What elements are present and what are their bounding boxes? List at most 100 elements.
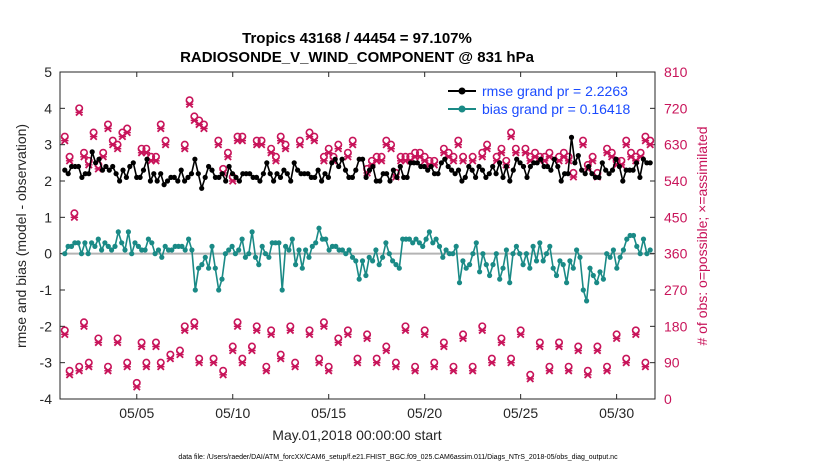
obs-assimilated-point	[156, 124, 165, 133]
rmse-point	[233, 174, 239, 180]
bias-point	[517, 251, 523, 257]
rmse-point	[404, 174, 410, 180]
rmse-point	[551, 156, 557, 162]
rmse-point	[360, 156, 366, 162]
legend-bias-marker	[458, 105, 466, 113]
rmse-point	[322, 171, 328, 177]
y-left-tick-label: -2	[40, 318, 53, 334]
rmse-point	[130, 160, 136, 166]
obs-assimilated-point	[430, 362, 439, 371]
rmse-point	[342, 167, 349, 173]
obs-assimilated-point	[497, 148, 506, 157]
bias-point	[162, 243, 168, 249]
rmse-point	[503, 163, 509, 170]
rmse-point	[120, 167, 126, 173]
bias-point	[182, 247, 188, 253]
y-left-tick-label: -1	[40, 282, 53, 298]
bias-point	[550, 265, 556, 271]
bias-point	[286, 247, 292, 253]
obs-assimilated-point	[219, 370, 227, 379]
bias-point	[493, 251, 499, 257]
obs-assimilated-point	[545, 366, 554, 375]
rmse-point	[147, 178, 153, 184]
obs-assimilated-point	[401, 326, 410, 335]
bias-point	[155, 247, 162, 253]
bias-point	[443, 247, 449, 253]
rmse-point	[620, 178, 626, 184]
obs-assimilated-point	[89, 132, 98, 141]
bias-point	[490, 262, 496, 268]
bias-point	[497, 276, 503, 282]
obs-assimilated-point	[214, 140, 223, 149]
obs-assimilated-point	[276, 136, 285, 145]
bias-point	[353, 258, 359, 264]
rmse-point	[127, 163, 133, 170]
rmse-point	[291, 160, 297, 166]
obs-assimilated-point	[468, 366, 477, 375]
rmse-point	[493, 171, 499, 177]
rmse-point	[640, 156, 647, 162]
bias-point	[426, 229, 432, 235]
y-right-tick-label: 90	[664, 355, 680, 371]
bias-point	[503, 247, 509, 253]
rmse-point	[442, 156, 448, 162]
obs-assimilated-point	[377, 156, 386, 165]
obs-assimilated-point	[180, 326, 189, 335]
y-left-tick-label: 5	[44, 64, 52, 80]
obs-assimilated-point	[152, 342, 160, 351]
obs-assimilated-point	[65, 156, 74, 165]
bias-point	[577, 254, 583, 260]
bias-point	[436, 243, 443, 249]
y-right-tick-label: 180	[664, 318, 688, 334]
obs-assimilated-point	[526, 374, 535, 383]
bias-point	[102, 240, 108, 246]
rmse-point	[428, 163, 434, 170]
rmse-point	[538, 156, 544, 162]
bias-point	[256, 262, 262, 268]
bias-point	[189, 247, 195, 253]
bias-point	[259, 243, 265, 249]
obs-assimilated-point	[569, 173, 578, 181]
rmse-point	[99, 167, 106, 173]
bias-point	[115, 229, 121, 235]
rmse-point	[267, 171, 273, 177]
bias-point	[363, 272, 369, 279]
rmse-point	[192, 156, 198, 162]
y-right-tick-label: 270	[664, 282, 688, 298]
obs-assimilated-point	[176, 350, 184, 359]
bias-point	[122, 247, 128, 253]
bias-point	[78, 251, 85, 257]
rmse-point	[414, 160, 420, 166]
bias-point	[380, 254, 386, 260]
rmse-point	[206, 163, 212, 170]
rmse-point	[89, 149, 95, 155]
bias-point	[219, 276, 225, 282]
rmse-point	[449, 167, 455, 173]
rmse-point	[96, 156, 102, 162]
bias-point	[252, 254, 259, 260]
bias-point	[370, 258, 376, 264]
rmse-point	[229, 171, 236, 177]
rmse-point	[236, 178, 242, 184]
obs-assimilated-point	[622, 358, 631, 367]
obs-assimilated-point	[334, 338, 343, 347]
rmse-point	[599, 160, 605, 166]
obs-assimilated-point	[123, 362, 132, 371]
bias-point	[386, 251, 392, 257]
bias-point	[109, 247, 115, 253]
rmse-point	[93, 160, 99, 166]
rmse-point	[445, 163, 451, 170]
rmse-point	[312, 174, 318, 180]
rmse-series	[62, 134, 653, 192]
obs-assimilated-point	[348, 140, 357, 149]
bias-point	[293, 262, 299, 268]
rmse-point	[349, 174, 355, 180]
bias-point	[112, 243, 118, 249]
bias-point	[309, 243, 315, 249]
rmse-point	[103, 163, 109, 170]
bias-point	[232, 251, 238, 257]
bias-point	[450, 251, 456, 257]
obs-assimilated-point	[512, 148, 520, 157]
rmse-point	[520, 163, 527, 170]
legend-rmse-marker	[458, 87, 466, 95]
